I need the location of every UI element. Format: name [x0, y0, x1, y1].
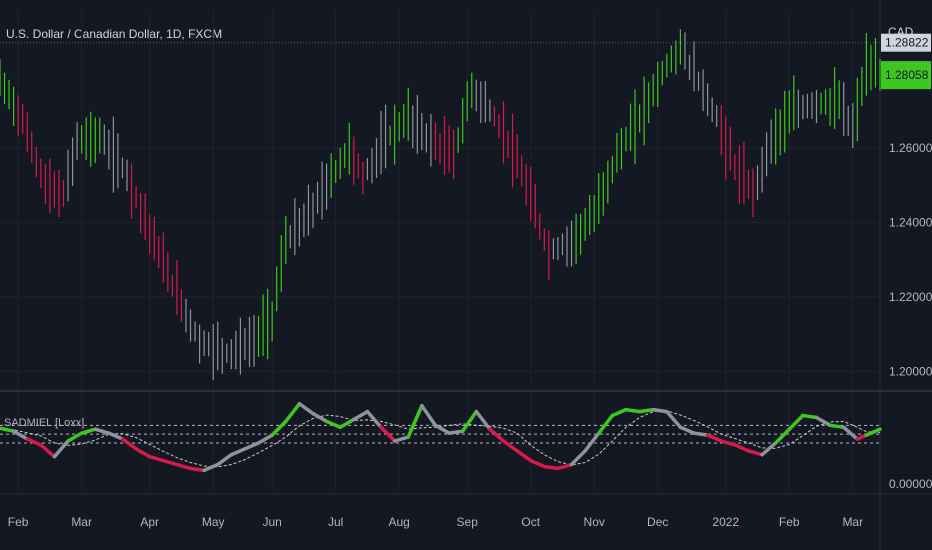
- indicator-segment: [746, 449, 764, 457]
- time-tick-label: Feb: [779, 515, 800, 529]
- indicator-segment: [760, 441, 778, 457]
- time-tick-label: Mar: [842, 515, 863, 529]
- indicator-segment: [460, 409, 479, 433]
- indicator-segment: [352, 409, 370, 422]
- indicator-segment: [188, 466, 206, 473]
- last-price-badge: [881, 33, 931, 52]
- time-tick-label: Mar: [71, 515, 92, 529]
- indicator-segment: [651, 407, 669, 414]
- indicator-segment: [488, 427, 506, 443]
- indicator-segment: [569, 449, 587, 467]
- indicator-segment: [256, 433, 274, 445]
- indicator-segment: [841, 425, 860, 441]
- indicator-segment: [420, 403, 438, 428]
- time-tick-label: Dec: [647, 515, 668, 529]
- current-price-label: 1.28058: [885, 68, 929, 82]
- indicator-segment: [542, 464, 560, 471]
- indicator-segment: [678, 425, 696, 435]
- indicator-segment: [243, 441, 261, 451]
- indicator-segment: [147, 454, 166, 463]
- indicator-segment: [733, 443, 751, 453]
- indicator-segment: [365, 409, 383, 430]
- indicator-segment: [229, 447, 247, 457]
- indicator-segment: [556, 462, 574, 471]
- indicator-segment: [39, 443, 57, 459]
- indicator-segment: [161, 458, 179, 467]
- current-price-badge: [881, 61, 931, 90]
- indicator-segment: [515, 449, 533, 463]
- indicator-segment: [25, 437, 43, 447]
- indicator-segment: [134, 447, 152, 459]
- price-tick-label: 1.26000: [889, 141, 932, 155]
- indicator-segment: [610, 407, 628, 418]
- price-tick-label: 1.22000: [889, 290, 932, 304]
- indicator-segment: [705, 433, 723, 443]
- time-tick-label: Sep: [457, 515, 479, 529]
- time-tick-label: Nov: [584, 515, 605, 529]
- indicator-segment: [52, 439, 70, 459]
- indicator-scale-label: 0.00000: [889, 477, 932, 491]
- indicator-segment: [0, 426, 16, 433]
- indicator-segment: [202, 462, 220, 473]
- indicator-segment: [79, 427, 98, 435]
- indicator-segment: [814, 415, 832, 428]
- time-tick-label: Feb: [8, 515, 29, 529]
- indicator-segment: [801, 413, 819, 420]
- indicator-segment: [528, 458, 547, 469]
- indicator-segment: [215, 452, 234, 467]
- time-tick-label: 2022: [712, 515, 739, 529]
- price-tick-label: 1.24000: [889, 215, 932, 229]
- time-tick-label: Apr: [140, 515, 159, 529]
- indicator-segment: [284, 402, 302, 424]
- indicator-segment: [175, 462, 193, 471]
- indicator-segment: [501, 439, 519, 453]
- indicator-segment: [597, 413, 615, 435]
- indicator-segment: [773, 427, 792, 445]
- indicator-segment: [270, 419, 288, 437]
- indicator-segment: [93, 427, 111, 435]
- chart-title: U.S. Dollar / Canadian Dollar, 1D, FXCM: [6, 27, 223, 41]
- indicator-segment: [406, 403, 424, 439]
- indicator-segment: [392, 435, 410, 443]
- indicator-segment: [864, 427, 882, 437]
- time-tick-label: May: [202, 515, 225, 529]
- indicator-segment: [787, 413, 805, 431]
- indicator-segment: [66, 431, 84, 443]
- time-tick-label: Jul: [328, 515, 343, 529]
- indicator-segment: [474, 409, 492, 431]
- indicator-segment: [11, 429, 29, 441]
- indicator-segment: [311, 411, 329, 424]
- time-tick-label: Jun: [262, 515, 281, 529]
- time-tick-label: Oct: [521, 515, 540, 529]
- indicator-segment: [624, 407, 642, 414]
- indicator-segment: [719, 439, 737, 447]
- indicator-segment: [379, 425, 397, 443]
- indicator-segment: [665, 409, 683, 430]
- indicator-segment: [338, 417, 356, 430]
- indicator-segment: [324, 419, 342, 430]
- indicator-signal-line: [0, 410, 881, 468]
- indicator-segment: [297, 402, 315, 416]
- indicator-segment: [120, 437, 138, 451]
- indicator-title: SADMIEL [Loxx]: [4, 417, 85, 429]
- indicator-segment: [107, 431, 125, 441]
- indicator-segment: [447, 429, 465, 435]
- time-tick-label: Aug: [388, 515, 409, 529]
- indicator-segment: [583, 431, 601, 453]
- price-tick-label: 1.20000: [889, 364, 932, 378]
- last-price-label: 1.28822: [885, 36, 929, 50]
- indicator-segment: [637, 407, 655, 414]
- indicator-segment: [433, 423, 451, 435]
- indicator-segment: [828, 423, 846, 430]
- indicator-segment: [692, 431, 710, 437]
